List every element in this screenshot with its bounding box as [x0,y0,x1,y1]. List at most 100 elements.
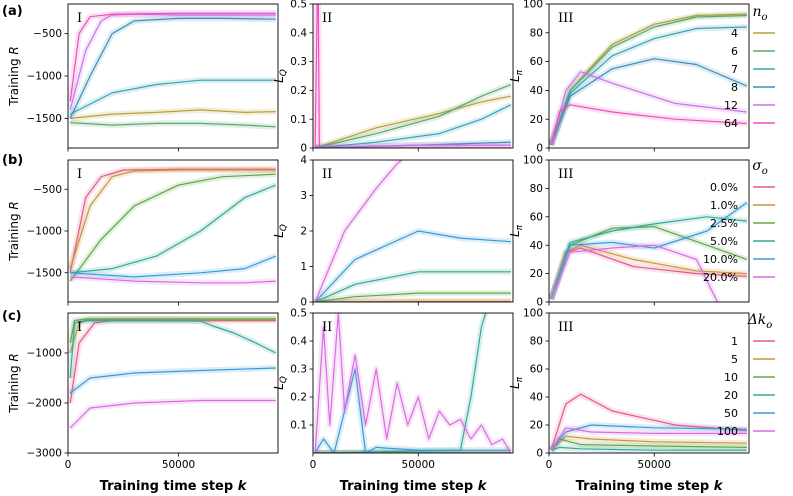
legend-entry: 20.0% [703,271,738,284]
panel-label: III [558,11,573,26]
series-line-b-II-20.0% [314,160,402,302]
y-tick-label: 4 [300,155,307,167]
y-tick-label: −3000 [26,448,62,460]
x-axis-label: Training time step k [340,479,488,494]
x-axis-label: Training time step k [100,479,248,494]
series-line-c-III-20 [550,446,747,451]
series-line-a-III-6 [550,14,747,146]
axes-frame [312,312,514,454]
y-tick-label: 0 [536,297,543,309]
y-axis-label: Lπ [508,376,525,389]
y-tick-label: −1000 [26,71,62,83]
series-line-b-I-1.0% [69,169,276,269]
axes-frame [548,312,750,454]
legend-entry: 10.0% [703,253,738,266]
y-axis-label: LQ [272,224,289,238]
panel-b-I: −1500 −1000 −500 I Training R [7,159,279,306]
legend-2: Δko 1 5 10 20 50 100 [717,312,775,438]
y-tick-label: 0 [300,297,307,309]
panel-a-III: 0 20 40 60 80 100 III Lπ [508,0,750,155]
legend-title: Δko [747,312,773,331]
legend-entry: 12 [724,99,738,112]
series-line-c-I-1 [69,319,276,404]
panel-b-II: 0 1 2 3 4 II LQ [272,155,514,309]
series-line-a-II-12 [315,144,511,148]
panel-label: II [322,167,332,182]
series-line-a-III-7 [550,26,747,146]
legend-entry: 50 [724,407,738,420]
y-tick-label: −1500 [26,113,62,125]
y-tick-label: 0.1 [290,420,307,432]
legends: no 4 6 7 8 12 64 σo 0.0% 1.0% 2.5% 5.0% 10.0% 20.0% Δk… [703,4,775,438]
panel-c-I: −3000 −2000 −1000 0 50000 I Training R Training… [7,312,279,494]
series-line-b-I-0.0% [69,168,276,273]
y-tick-label: 100 [523,155,543,167]
y-tick-label: 0 [300,143,307,155]
legend-entry: 10 [724,371,738,384]
y-tick-label: 60 [530,211,543,223]
y-tick-label: 40 [530,85,543,97]
series-line-a-II-4 [314,95,512,148]
series-line-b-III-10.0% [550,202,748,300]
series-line-c-III-100 [550,427,747,451]
series-line-c-I-10 [69,318,276,344]
y-tick-label: 80 [530,336,543,348]
y-tick-label: −500 [33,28,62,40]
x-tick-label: 0 [65,459,72,471]
series-line-a-III-64 [550,104,747,146]
x-axis-label: Training time step k [576,479,724,494]
y-axis-label: Training R [7,46,21,107]
legend-entry: 6 [731,45,738,58]
y-tick-label: 0.5 [290,308,307,320]
y-tick-label: −500 [33,184,62,196]
series-line-b-III-1.0% [550,244,747,300]
series-line-b-III-5.0% [550,216,747,300]
panel-label: II [322,320,332,335]
series-line-a-I-4 [70,109,276,119]
y-axis-label: Lπ [508,224,525,237]
series-line-b-I-5.0% [70,184,277,274]
panel-label: I [77,320,82,335]
series-line-a-III-12 [550,71,747,146]
y-tick-label: 0 [536,143,543,155]
series-line-a-II-64 [314,4,511,148]
series-line-a-I-7 [69,79,276,115]
series-line-c-III-1 [550,393,747,451]
panel-label: II [322,11,332,26]
panel-b-III: 0 20 40 60 80 100 III Lπ [508,155,750,309]
legend-title: σo [752,158,768,177]
y-tick-label: 3 [300,190,307,202]
x-tick-label: 50000 [402,459,435,471]
panel-label: III [558,320,573,335]
y-tick-label: −1000 [26,348,62,360]
series-line-a-I-64 [69,12,276,102]
legend-entry: 2.5% [710,217,738,230]
band-a-I-8 [68,15,276,120]
y-tick-label: 0.2 [290,392,307,404]
legend-entry: 5 [731,353,738,366]
axes-frame [312,3,514,149]
row-label-b: (b) [2,153,23,168]
legend-entry: 100 [717,425,738,438]
panel-label: I [77,11,82,26]
legend-title: no [752,4,767,23]
series-line-c-II-50 [314,368,511,453]
y-tick-label: 20 [530,420,543,432]
y-tick-label: 0.1 [290,114,307,126]
series-line-b-I-10.0% [70,255,277,278]
y-tick-label: 0 [536,448,543,460]
legend-entry: 7 [731,63,738,76]
axes-frame [548,3,750,149]
row-label-a: (a) [2,4,23,19]
legend-entry: 1.0% [710,199,738,212]
series-line-a-III-8 [550,58,748,146]
series-line-a-I-8 [69,17,276,119]
y-tick-label: 2 [300,226,307,238]
y-tick-label: 0.3 [290,56,307,68]
series-line-c-III-5 [550,435,747,451]
legend-entry: 5.0% [710,235,738,248]
y-tick-label: 20 [530,268,543,280]
series-line-c-II-20 [315,313,487,453]
y-axis-label: LQ [272,376,289,390]
